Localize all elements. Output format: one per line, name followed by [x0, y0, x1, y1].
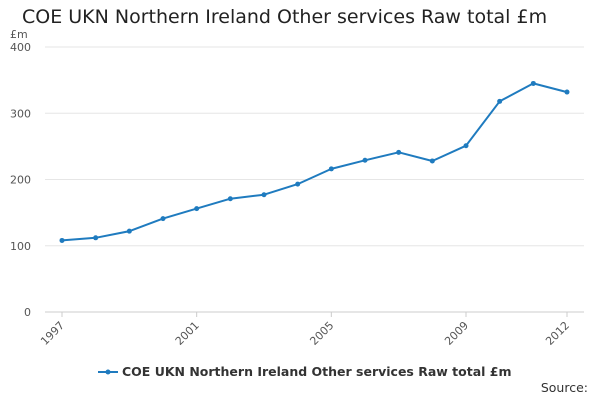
x-tick-label: 2009: [442, 319, 471, 348]
source-label[interactable]: Source:: [540, 380, 588, 395]
data-point: [227, 196, 233, 202]
x-tick-label: 2001: [173, 319, 202, 348]
y-tick-label: 0: [24, 306, 31, 319]
legend-label: COE UKN Northern Ireland Other services …: [122, 364, 512, 379]
data-point: [497, 98, 503, 104]
data-point: [126, 228, 132, 234]
data-point: [59, 237, 65, 243]
y-tick-label: 200: [10, 174, 31, 187]
series-group: [59, 80, 570, 243]
x-axis: 1997 2001 2005 2009 2012: [38, 312, 572, 348]
data-point: [328, 166, 334, 172]
series-line-0: [61, 82, 568, 242]
x-tick-label: 1997: [38, 319, 67, 348]
data-point: [295, 181, 301, 187]
y-axis: £m 0 100 200 300 400: [10, 28, 31, 319]
x-tick-label: 2012: [543, 319, 572, 348]
y-tick-label: 400: [10, 41, 31, 54]
data-point: [396, 149, 402, 155]
data-point: [194, 206, 200, 212]
chart-title: COE UKN Northern Ireland Other services …: [22, 6, 548, 28]
x-tick-label: 2005: [307, 319, 336, 348]
data-point: [564, 89, 570, 95]
data-point: [160, 216, 166, 222]
legend-swatch: [98, 369, 118, 374]
data-point: [362, 157, 368, 163]
data-point: [261, 192, 267, 198]
y-axis-label: £m: [10, 28, 28, 41]
data-point: [93, 235, 99, 241]
y-tick-label: 100: [10, 240, 31, 253]
y-tick-label: 300: [10, 107, 31, 120]
grid-lines: [45, 46, 584, 313]
legend[interactable]: COE UKN Northern Ireland Other services …: [98, 364, 512, 379]
data-point: [463, 143, 469, 149]
data-point: [429, 158, 435, 164]
data-point: [530, 80, 536, 86]
